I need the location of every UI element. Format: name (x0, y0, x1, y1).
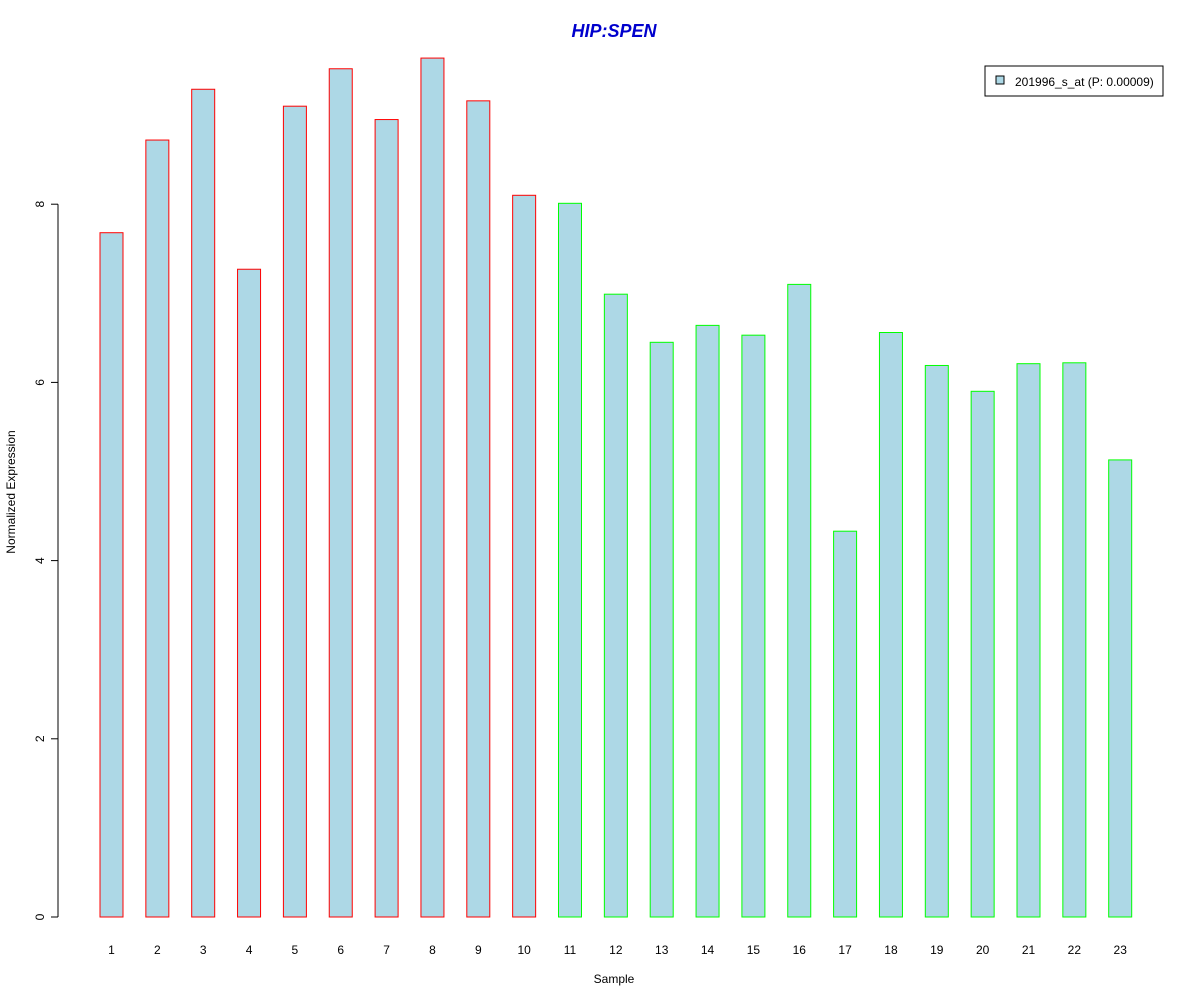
legend-swatch (995, 75, 1005, 85)
x-tick-label: 8 (429, 943, 436, 957)
y-tick-label: 8 (33, 201, 47, 208)
x-tick-label: 17 (838, 943, 852, 957)
bar-sample-6 (328, 68, 353, 918)
x-tick-label: 3 (200, 943, 207, 957)
y-tick-label: 6 (33, 379, 47, 386)
bar-sample-4 (237, 268, 262, 918)
bar-sample-18 (878, 332, 903, 918)
x-tick-label: 14 (701, 943, 715, 957)
bar-sample-3 (191, 88, 216, 918)
x-axis-label: Sample (594, 972, 635, 986)
x-tick-label: 22 (1068, 943, 1082, 957)
y-tick-label: 4 (33, 557, 47, 564)
bar-sample-7 (374, 119, 399, 918)
x-tick-label: 20 (976, 943, 990, 957)
y-tick-label: 0 (33, 913, 47, 920)
x-tick-labels: 1 2 3 4 5 6 7 8 9 10 11 12 13 14 15 16 17 18 19 20 21 22 23 (108, 943, 1127, 957)
bar-sample-19 (924, 364, 949, 918)
y-tick-label: 2 (33, 735, 47, 742)
bar-sample-15 (741, 334, 766, 918)
chart-title: HIP:SPEN (571, 21, 657, 41)
legend-box (984, 65, 1164, 97)
x-tick-label: 5 (292, 943, 299, 957)
x-tick-label: 21 (1022, 943, 1036, 957)
bar-sample-23 (1108, 459, 1133, 918)
x-tick-label: 16 (793, 943, 807, 957)
bar-sample-2 (145, 139, 170, 918)
x-tick-label: 13 (655, 943, 669, 957)
legend: 201996_s_at (P: 0.00009) (984, 65, 1164, 97)
bar-sample-1 (99, 232, 124, 918)
x-tick-label: 18 (884, 943, 898, 957)
x-tick-label: 19 (930, 943, 944, 957)
x-tick-label: 4 (246, 943, 253, 957)
y-axis: 0 2 4 6 8 (33, 201, 59, 920)
bars (99, 57, 1133, 918)
y-axis-label: Normalized Expression (4, 430, 18, 553)
bar-sample-12 (603, 293, 628, 918)
x-tick-label: 10 (517, 943, 531, 957)
bar-sample-10 (512, 194, 537, 918)
bar-sample-8 (420, 57, 445, 918)
x-tick-label: 9 (475, 943, 482, 957)
bar-sample-11 (558, 202, 582, 918)
x-tick-label: 2 (154, 943, 161, 957)
bar-sample-20 (970, 390, 995, 918)
bar-sample-9 (466, 100, 491, 918)
bar-sample-22 (1062, 362, 1087, 918)
bar-sample-5 (282, 105, 307, 918)
x-tick-label: 15 (747, 943, 761, 957)
bar-sample-17 (833, 530, 858, 918)
bar-sample-21 (1016, 363, 1041, 918)
bar-sample-14 (695, 324, 720, 918)
bar-sample-13 (649, 341, 674, 918)
x-tick-label: 1 (108, 943, 115, 957)
x-tick-label: 23 (1114, 943, 1128, 957)
legend-label: 201996_s_at (P: 0.00009) (1015, 75, 1154, 89)
x-tick-label: 7 (383, 943, 390, 957)
x-tick-label: 11 (564, 943, 577, 957)
bar-sample-16 (787, 283, 812, 918)
x-tick-label: 6 (337, 943, 344, 957)
x-tick-label: 12 (609, 943, 623, 957)
